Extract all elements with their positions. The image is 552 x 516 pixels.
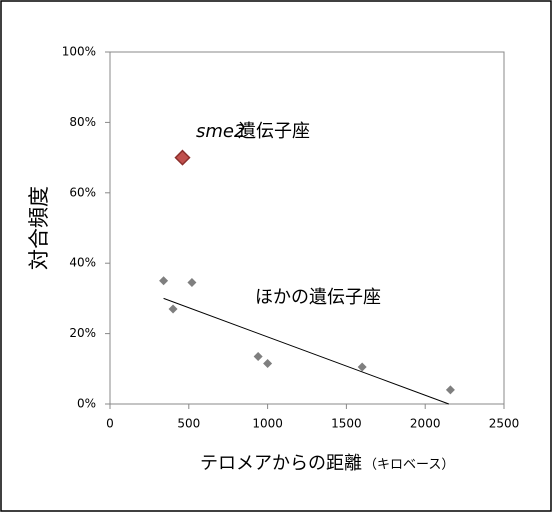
point — [187, 278, 197, 288]
y-axis-label: 対合頻度 — [27, 186, 51, 270]
x-tick-label: 2000 — [410, 417, 441, 431]
x-axis-label: テロメアからの距離 — [200, 453, 362, 474]
y-tick-label: 20% — [69, 326, 96, 340]
x-tick-label: 1500 — [331, 417, 362, 431]
annotation: sme2 — [196, 121, 245, 142]
x-tick-label: 2500 — [489, 417, 520, 431]
y-tick-label: 40% — [69, 256, 96, 270]
annotation: ほかの遺伝子座 — [255, 287, 381, 308]
point — [445, 385, 455, 395]
annotation: 遺伝子座 — [238, 121, 310, 142]
y-tick-label: 100% — [62, 45, 96, 59]
x-tick-label: 0 — [106, 417, 114, 431]
x-axis-unit: （キロベース） — [364, 458, 454, 473]
trendline — [163, 297, 450, 405]
point — [168, 304, 178, 314]
point — [253, 351, 263, 361]
y-tick-label: 0% — [77, 397, 96, 411]
point — [263, 359, 273, 369]
point — [357, 362, 367, 372]
point — [159, 276, 169, 286]
y-tick-label: 60% — [69, 185, 96, 199]
x-tick-label: 1000 — [252, 417, 283, 431]
x-tick-label: 500 — [177, 417, 200, 431]
plot-area — [109, 51, 505, 405]
y-tick-label: 80% — [69, 115, 96, 129]
point — [174, 149, 191, 166]
